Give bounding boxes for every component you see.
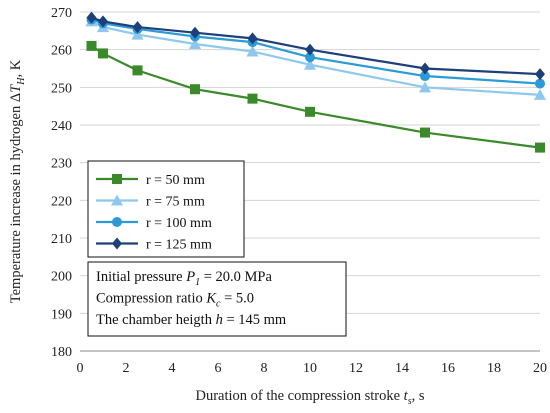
data-point [420,127,430,138]
x-axis-title: Duration of the compression stroke ts, s [195,388,424,407]
y-tick-label: 220 [51,194,72,209]
legend-label: r = 50 mm [146,173,205,188]
legend-marker [112,174,122,184]
note-line: The chamber heigth h = 145 mm [96,312,287,328]
y-tick-label: 190 [51,307,72,322]
series-line [90,44,541,149]
series-line [91,20,541,96]
x-tick-label: 18 [487,361,501,376]
y-tick-label: 270 [51,6,72,21]
legend: r = 50 mm r = 75 mm r = 100 mm r = 125 mm [87,160,245,258]
legend-marker [112,237,122,250]
data-point [246,45,259,57]
y-tick-label: 250 [51,81,72,96]
data-point [304,58,316,70]
legend-marker [111,194,123,206]
series-4 [86,11,545,81]
y-tick-label: 180 [51,345,72,360]
series-line [91,18,541,85]
data-point [98,15,108,28]
series-1 [86,40,545,153]
data-point [132,21,143,34]
data-point [98,48,108,59]
data-point [247,93,258,104]
y-tick-label: 200 [51,270,72,285]
x-tick-label: 2 [123,361,130,376]
series-group [85,11,546,153]
data-point [420,71,430,82]
note-line: Compression ratio Kc = 5.0 [96,291,254,310]
axis-titles: Duration of the compression stroke ts, s… [8,59,425,407]
axes: 180 190 200 210 220 230 240 250 260 270 0 2 4 6 8 10 12 1… [51,6,547,376]
x-tick-label: 8 [261,361,268,376]
data-point [247,32,258,45]
note-box [87,261,347,337]
note-line: Initial pressure P1 = 20.0 MPa [96,269,272,288]
legend-label: r = 75 mm [146,195,205,210]
y-axis-title: Temperature increase in hydrogen ΔTH, K [8,59,27,303]
data-point [131,28,144,40]
data-point [305,52,315,63]
data-point [132,65,143,76]
data-point [535,78,545,89]
x-tick-label: 12 [349,361,363,376]
y-tick-label: 210 [51,232,72,247]
y-tick-label: 230 [51,157,72,172]
x-tick-label: 10 [303,361,317,376]
legend-label: r = 100 mm [146,216,212,231]
data-point [86,40,97,51]
data-point [305,106,315,117]
parameter-note: Initial pressure P1 = 20.0 MPa Compressio… [87,261,347,337]
data-point [190,26,200,39]
data-point [305,43,315,56]
data-point [419,81,431,93]
x-tick-label: 4 [169,361,176,376]
data-point [535,68,545,81]
data-point [420,62,430,75]
y-tick-label: 240 [51,119,72,134]
x-tick-label: 16 [441,361,455,376]
data-point [534,88,546,100]
legend-marker [112,217,122,227]
data-point [86,11,97,24]
x-tick-label: 20 [533,361,547,376]
legend-label: r = 125 mm [146,238,212,253]
data-point [535,142,545,153]
x-tick-label: 6 [215,361,222,376]
x-tick-label: 0 [77,361,84,376]
series-line [91,16,541,76]
series-2 [85,15,546,100]
y-tick-label: 260 [51,44,72,59]
data-point [190,84,200,95]
data-point [189,38,201,50]
x-tick-label: 14 [395,361,409,376]
